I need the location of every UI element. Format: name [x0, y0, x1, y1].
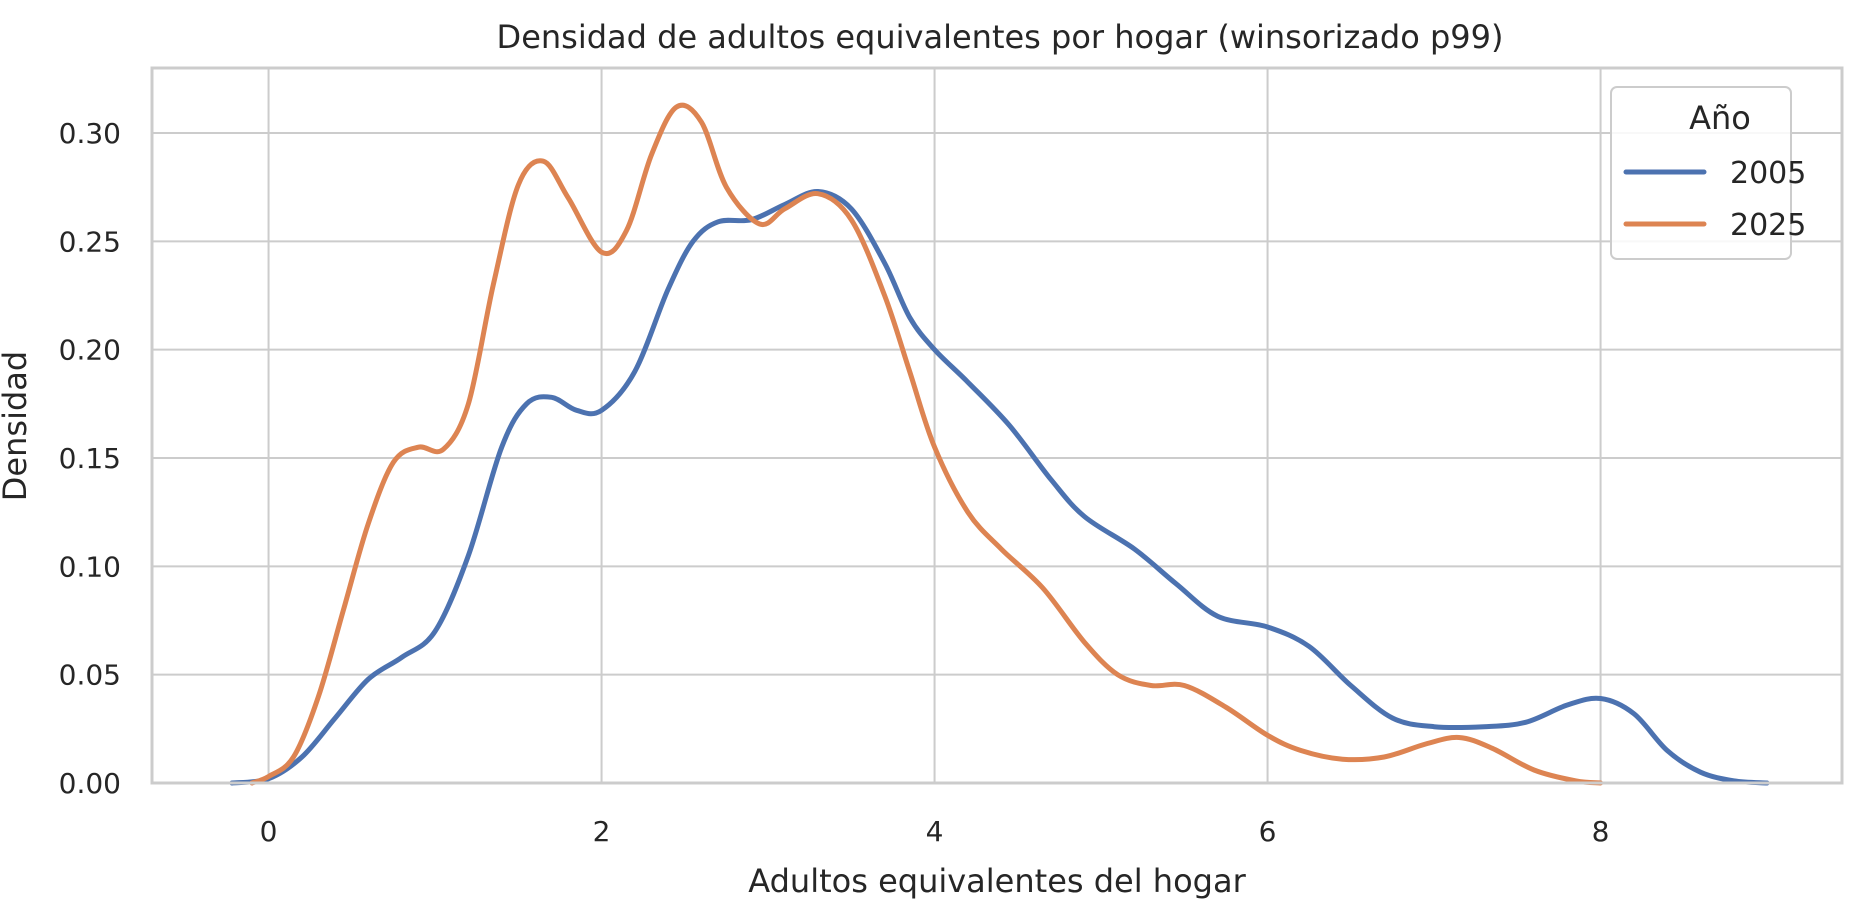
y-axis-ticks: 0.00 0.05 0.10 0.15 0.20 0.25 0.30 — [59, 117, 121, 800]
series-line-2025 — [249, 102, 1604, 786]
series-lines — [229, 102, 1770, 786]
series-line-2005 — [229, 188, 1770, 786]
legend: Año 2005 2025 — [1610, 86, 1806, 260]
legend-label-2025: 2025 — [1730, 208, 1806, 243]
legend-label-2005: 2005 — [1730, 156, 1806, 191]
x-tick-label: 6 — [1259, 815, 1277, 848]
x-tick-label: 8 — [1592, 815, 1610, 848]
y-tick-label: 0.00 — [59, 767, 121, 800]
x-tick-label: 4 — [926, 815, 944, 848]
x-tick-label: 0 — [260, 815, 278, 848]
y-tick-label: 0.15 — [59, 442, 121, 475]
x-axis-title: Adultos equivalentes del hogar — [748, 862, 1246, 900]
y-axis-title: Densidad — [0, 351, 34, 501]
chart-title: Densidad de adultos equivalentes por hog… — [497, 18, 1504, 56]
y-tick-label: 0.20 — [59, 334, 121, 367]
x-axis-ticks: 0 2 4 6 8 — [260, 815, 1610, 848]
plot-background — [152, 68, 1842, 783]
plot-area — [150, 66, 1844, 786]
plot-frame — [150, 66, 1844, 785]
y-tick-label: 0.30 — [59, 117, 121, 150]
y-tick-label: 0.10 — [59, 550, 121, 583]
y-tick-label: 0.05 — [59, 659, 121, 692]
x-tick-label: 2 — [593, 815, 611, 848]
legend-items: 2005 2025 — [1623, 156, 1806, 243]
y-tick-label: 0.25 — [59, 225, 121, 258]
legend-title: Año — [1689, 99, 1751, 137]
